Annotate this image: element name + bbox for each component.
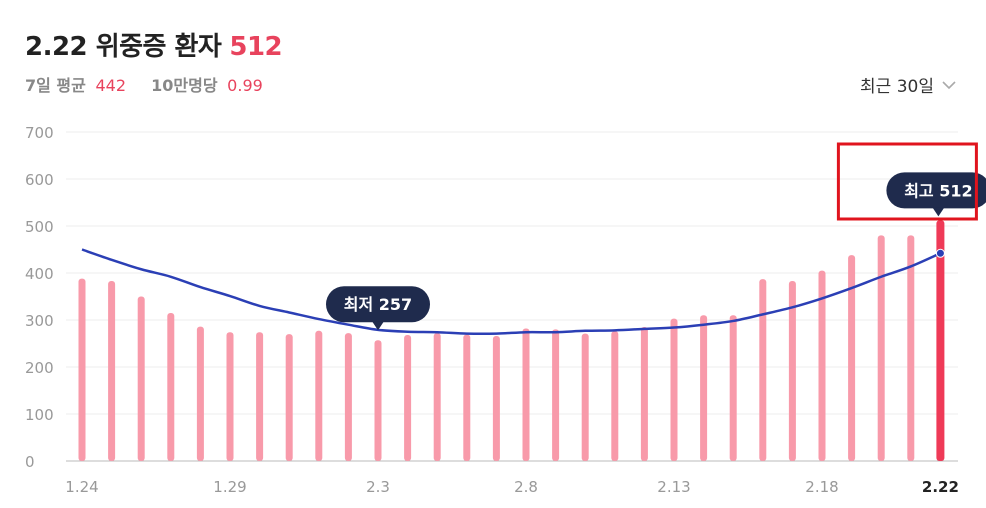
y-tick-label: 300 [25,312,54,330]
x-tick-label: 1.24 [65,478,98,496]
bar [78,278,86,461]
average-line-endpoint [935,248,945,258]
bar [611,331,619,461]
bar [729,315,737,461]
per100k-value: 0.99 [227,76,263,95]
bar [907,235,915,461]
bar [492,335,500,461]
bar [374,340,382,461]
bar [700,315,708,461]
bar [344,333,352,461]
y-tick-label: 100 [25,406,54,424]
bar [581,333,589,461]
period-selector[interactable]: 최근 30일 [860,72,956,97]
bar [226,332,234,461]
min-tooltip-bubble [326,286,430,323]
bar [522,328,530,461]
bar [759,279,767,461]
y-tick-label: 500 [25,218,54,236]
bar [404,335,412,461]
average-line [81,248,941,336]
title-text: 2.22 위중증 환자 [25,32,222,62]
y-tick-label: 700 [25,124,54,142]
bar [463,334,471,461]
highlight-box [836,142,978,221]
bar [818,270,826,461]
x-tick-label: 2.18 [805,478,838,496]
bar [552,329,560,461]
page-title: 2.22 위중증 환자 512 [25,26,283,63]
bar [108,280,116,461]
x-tick-label: 1.29 [213,478,246,496]
y-tick-label: 0 [25,453,35,471]
bar [256,332,264,461]
y-tick-label: 400 [25,265,54,283]
max-tooltip-pointer [932,207,945,217]
y-tick-label: 600 [25,171,54,189]
bar [877,235,885,461]
max-tooltip-bubble [886,172,986,209]
min-tooltip: 최저 257 [344,295,412,314]
bar [640,327,648,461]
x-tick-label: 2.22 [922,478,959,496]
bar [285,334,293,461]
bar [788,280,796,461]
period-label: 최근 30일 [860,77,934,97]
bar [670,318,678,461]
bar [196,326,204,461]
x-tick-label: 2.8 [514,478,538,496]
x-tick-label: 2.3 [366,478,390,496]
per100k-label: 10만명당 [151,76,218,95]
chevron-down-icon [942,80,956,89]
y-tick-label: 200 [25,359,54,377]
bar [137,296,145,461]
bar [433,333,441,461]
title-value: 512 [229,32,283,62]
x-tick-label: 2.13 [657,478,690,496]
bar [936,220,945,461]
avg-value: 442 [95,76,126,95]
bar [848,255,856,461]
bar [167,312,175,461]
avg-label: 7일 평균 [25,76,86,95]
min-tooltip-pointer [372,321,384,331]
summary-stats: 7일 평균 442 10만명당 0.99 [25,72,263,96]
max-tooltip: 최고 512 [904,181,972,200]
bar [315,330,323,461]
